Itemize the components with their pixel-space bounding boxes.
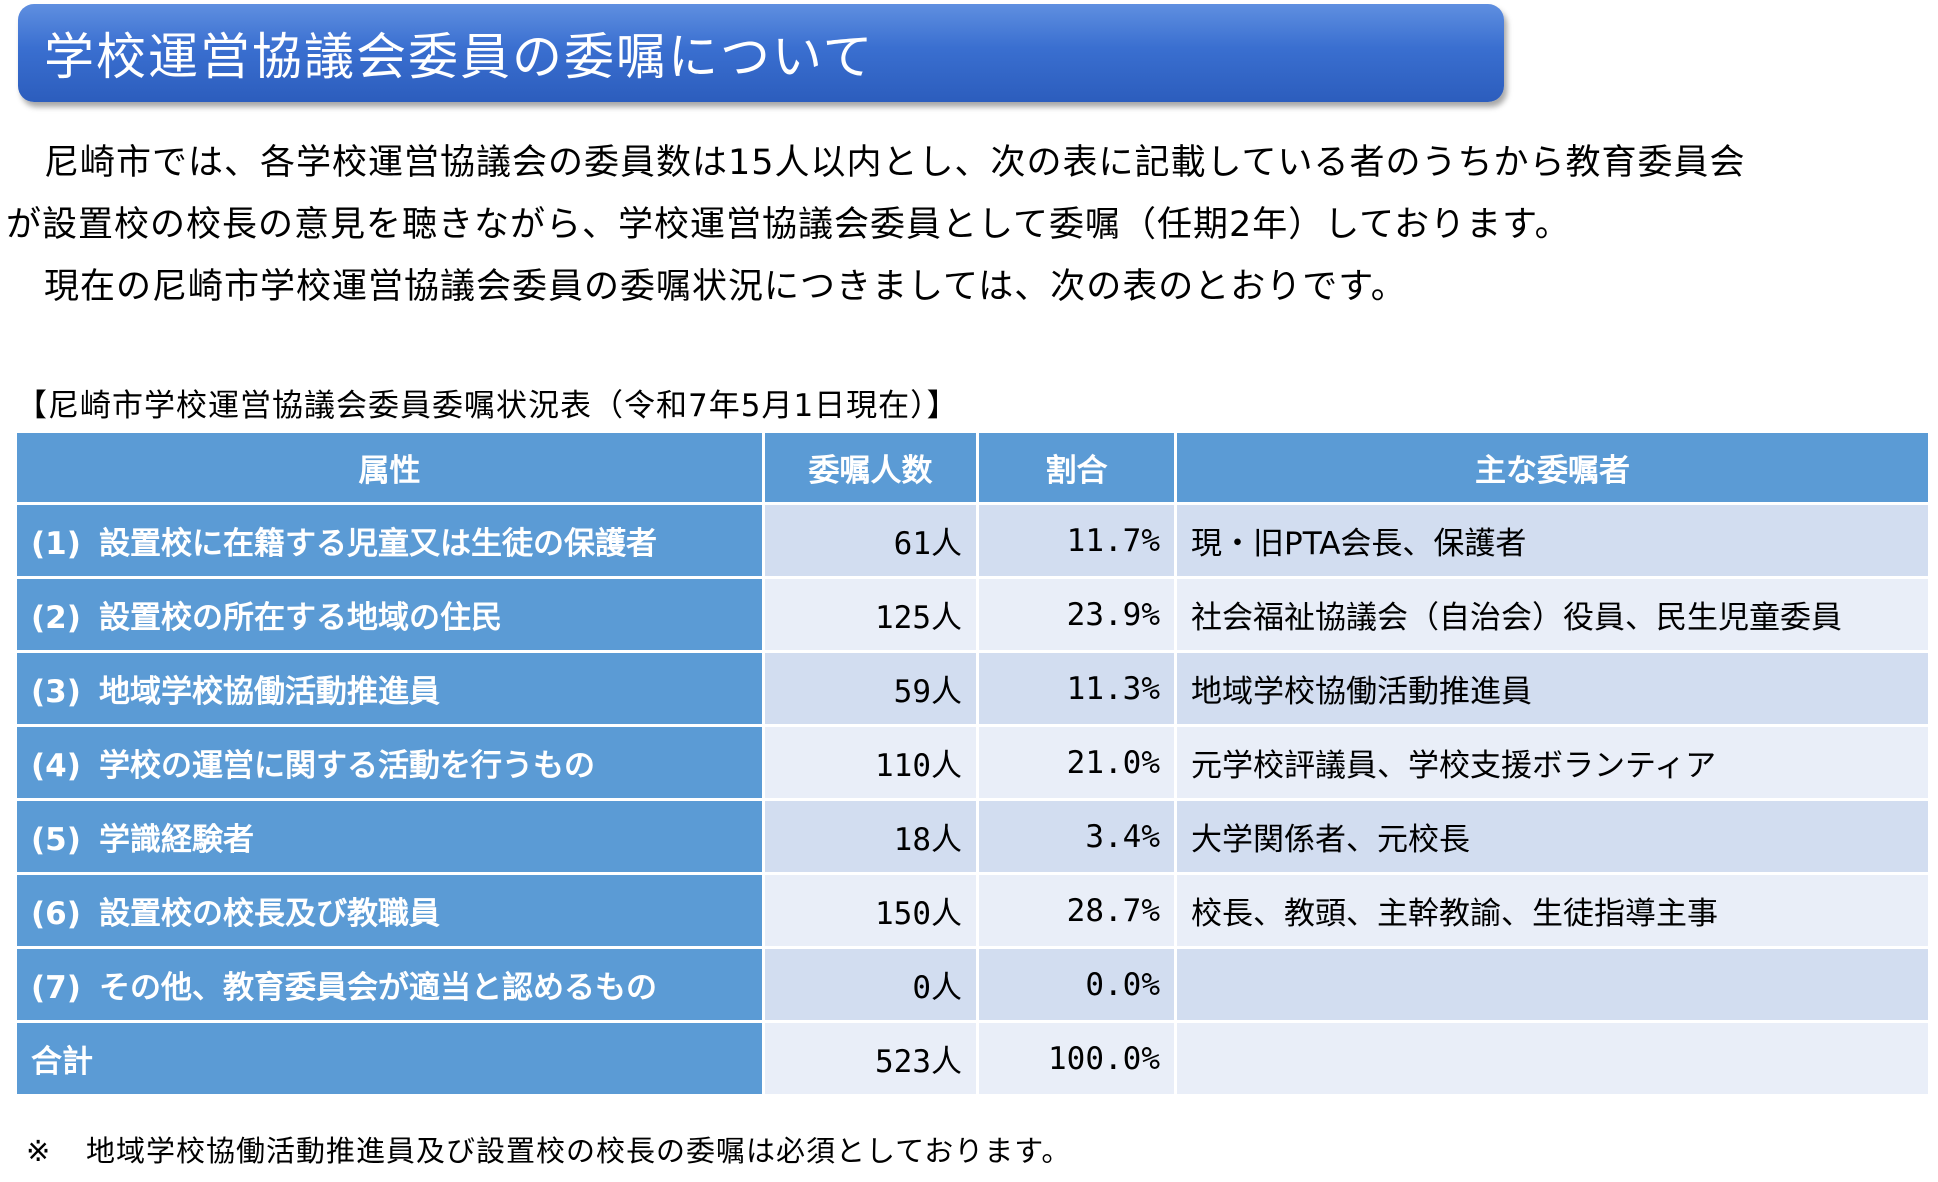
total-ratio: 100.0% <box>976 1020 1177 1097</box>
table-total-row: 合計 523人 100.0% <box>14 1020 1931 1097</box>
row-main: 地域学校協働活動推進員 <box>1174 650 1931 727</box>
header-count: 委嘱人数 <box>762 430 979 505</box>
row-main: 大学関係者、元校長 <box>1174 798 1931 875</box>
table-header-row: 属性 委嘱人数 割合 主な委嘱者 <box>14 430 1931 505</box>
row-number: (7) <box>31 970 81 1006</box>
row-attribute: (2) 設置校の所在する地域の住民 <box>14 576 765 653</box>
row-count: 110人 <box>762 724 979 801</box>
committee-status-table: 属性 委嘱人数 割合 主な委嘱者 (1) 設置校に在籍する児童又は生徒の保護者 6… <box>14 430 1931 1097</box>
row-ratio: 3.4% <box>976 798 1177 875</box>
header-ratio: 割合 <box>976 430 1177 505</box>
row-ratio: 11.7% <box>976 502 1177 579</box>
table-row: (1) 設置校に在籍する児童又は生徒の保護者 61人 11.7% 現・旧PTA会長… <box>14 502 1931 579</box>
row-attribute-label: 学校の運営に関する活動を行うもの <box>99 748 595 784</box>
row-ratio: 28.7% <box>976 872 1177 949</box>
row-number: (4) <box>31 748 81 784</box>
row-attribute-label: 設置校の所在する地域の住民 <box>99 600 502 636</box>
intro-paragraph-1-line-1: 尼崎市では、各学校運営協議会の委員数は15人以内とし、次の表に記載している者のう… <box>44 143 1746 183</box>
table-row: (5) 学識経験者 18人 3.4% 大学関係者、元校長 <box>14 798 1931 875</box>
row-main: 元学校評議員、学校支援ボランティア <box>1174 724 1931 801</box>
footnote-mark: ※ <box>26 1134 52 1168</box>
row-attribute: (3) 地域学校協働活動推進員 <box>14 650 765 727</box>
row-main <box>1174 946 1931 1023</box>
table-row: (7) その他、教育委員会が適当と認めるもの 0人 0.0% <box>14 946 1931 1023</box>
footnote: ※ 地域学校協働活動推進員及び設置校の校長の委嘱は必須としております。 <box>26 1128 1071 1170</box>
row-number: (2) <box>31 600 81 636</box>
header-attribute: 属性 <box>14 430 765 505</box>
row-number: (5) <box>31 822 81 858</box>
row-attribute: (7) その他、教育委員会が適当と認めるもの <box>14 946 765 1023</box>
row-attribute: (5) 学識経験者 <box>14 798 765 875</box>
row-ratio: 11.3% <box>976 650 1177 727</box>
row-ratio: 23.9% <box>976 576 1177 653</box>
total-count: 523人 <box>762 1020 979 1097</box>
row-attribute-label: 設置校の校長及び教職員 <box>99 896 440 932</box>
row-attribute-label: 設置校に在籍する児童又は生徒の保護者 <box>99 526 657 562</box>
row-main: 社会福祉協議会（自治会）役員、民生児童委員 <box>1174 576 1931 653</box>
row-attribute-label: その他、教育委員会が適当と認めるもの <box>99 970 657 1006</box>
row-count: 150人 <box>762 872 979 949</box>
row-ratio: 21.0% <box>976 724 1177 801</box>
row-main: 現・旧PTA会長、保護者 <box>1174 502 1931 579</box>
row-count: 61人 <box>762 502 979 579</box>
intro-paragraph-2: 現在の尼崎市学校運営協議会委員の委嘱状況につきましては、次の表のとおりです。 <box>44 267 1407 307</box>
row-number: (3) <box>31 674 81 710</box>
total-label: 合計 <box>14 1020 765 1097</box>
title-banner: 学校運営協議会委員の委嘱について <box>18 4 1504 102</box>
total-main <box>1174 1020 1931 1097</box>
row-number: (6) <box>31 896 81 932</box>
table-row: (4) 学校の運営に関する活動を行うもの 110人 21.0% 元学校評議員、学校… <box>14 724 1931 801</box>
table-caption: 【尼崎市学校運営協議会委員委嘱状況表（令和7年5月1日現在）】 <box>16 388 959 424</box>
row-ratio: 0.0% <box>976 946 1177 1023</box>
row-main: 校長、教頭、主幹教諭、生徒指導主事 <box>1174 872 1931 949</box>
row-attribute: (4) 学校の運営に関する活動を行うもの <box>14 724 765 801</box>
row-count: 0人 <box>762 946 979 1023</box>
row-count: 59人 <box>762 650 979 727</box>
row-count: 18人 <box>762 798 979 875</box>
row-number: (1) <box>31 526 81 562</box>
row-attribute-label: 地域学校協働活動推進員 <box>99 674 440 710</box>
table-row: (6) 設置校の校長及び教職員 150人 28.7% 校長、教頭、主幹教諭、生徒指… <box>14 872 1931 949</box>
row-attribute: (6) 設置校の校長及び教職員 <box>14 872 765 949</box>
table-row: (2) 設置校の所在する地域の住民 125人 23.9% 社会福祉協議会（自治会）… <box>14 576 1931 653</box>
intro-paragraph-1-line-2: が設置校の校長の意見を聴きながら、学校運営協議会委員として委嘱（任期2年）してお… <box>6 205 1571 245</box>
row-attribute-label: 学識経験者 <box>99 822 254 858</box>
intro-text: 尼崎市では、各学校運営協議会の委員数は15人以内とし、次の表に記載している者のう… <box>6 132 1936 318</box>
row-count: 125人 <box>762 576 979 653</box>
footnote-text: 地域学校協働活動推進員及び設置校の校長の委嘱は必須としております。 <box>86 1134 1072 1168</box>
header-main: 主な委嘱者 <box>1174 430 1931 505</box>
row-attribute: (1) 設置校に在籍する児童又は生徒の保護者 <box>14 502 765 579</box>
page-title: 学校運営協議会委員の委嘱について <box>44 28 875 86</box>
table-row: (3) 地域学校協働活動推進員 59人 11.3% 地域学校協働活動推進員 <box>14 650 1931 727</box>
